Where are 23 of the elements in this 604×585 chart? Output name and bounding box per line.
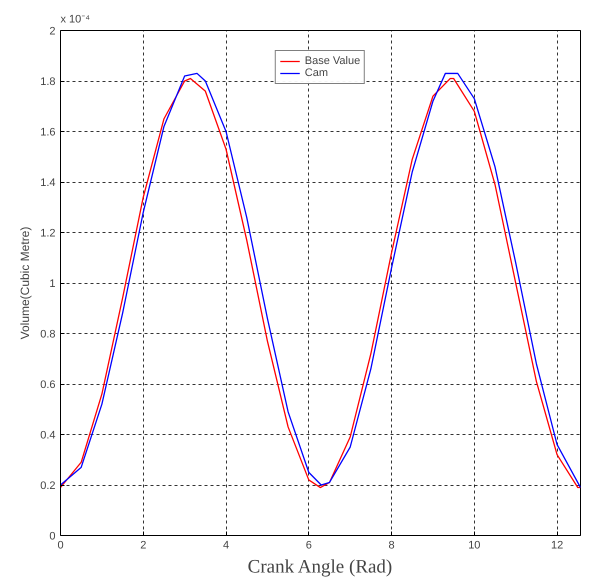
x-tick-label: 8: [388, 540, 395, 552]
text: x 10⁻⁴: [60, 14, 90, 26]
x-tick-label: 6: [306, 540, 312, 552]
x-tick-label: 0: [57, 540, 64, 552]
y-tick-label: 1.2: [40, 228, 56, 240]
legend-label: Base Value: [304, 55, 360, 67]
y-tick-label: 2: [49, 26, 56, 38]
y-tick-label: 0.6: [40, 379, 56, 391]
legend-label: Cam: [304, 67, 328, 79]
x-tick-label: 2: [140, 540, 146, 552]
y-tick-label: 0.8: [40, 328, 56, 340]
y-tick-label: 1.8: [40, 76, 56, 88]
x-tick-label: 4: [222, 540, 230, 552]
y-axis-title: Volume(Cubic Metre): [18, 226, 32, 340]
y-tick-label: 1.4: [40, 177, 56, 189]
y-tick-label: 0: [49, 530, 56, 542]
x-tick-label: 12: [550, 540, 564, 552]
y-tick-label: 0.4: [40, 430, 56, 442]
x-axis-title: Crank Angle (Rad): [248, 556, 392, 578]
x-tick-label: 10: [468, 540, 480, 552]
y-tick-label: 1: [49, 278, 56, 290]
y-tick-label: 0.2: [40, 480, 56, 492]
y-tick-label: 1.6: [40, 126, 56, 138]
